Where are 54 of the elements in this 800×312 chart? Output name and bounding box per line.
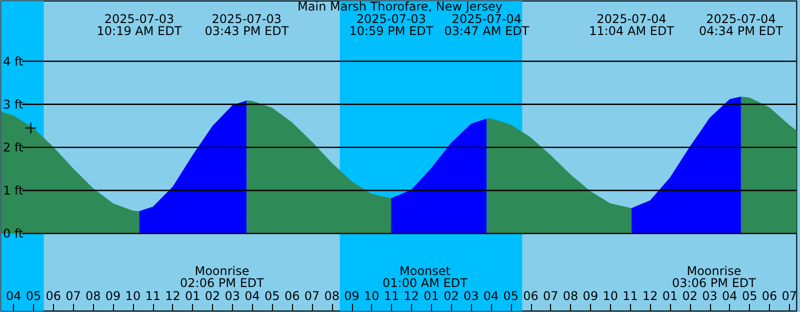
- x-tick-label: 07: [66, 289, 81, 303]
- x-tick-label: 08: [562, 289, 578, 303]
- x-tick-label: 08: [324, 289, 340, 303]
- x-tick-label: 06: [762, 289, 778, 303]
- x-tick-label: 03: [463, 289, 479, 303]
- annotation: 2025-07-04 03:47 AM EDT: [444, 12, 530, 38]
- x-tick-label: 12: [404, 289, 420, 303]
- x-tick-label: 01: [184, 289, 200, 303]
- x-tick-label: 11: [145, 289, 160, 303]
- x-tick-label: 10: [364, 289, 380, 303]
- annotation: Moonrise 03:06 PM EDT: [672, 264, 757, 290]
- annotation: 2025-07-03 10:19 AM EDT: [96, 12, 182, 38]
- x-tick-label: 07: [304, 289, 320, 303]
- annotation: 2025-07-04 04:34 PM EDT: [698, 12, 784, 38]
- x-tick-label: 09: [344, 289, 360, 303]
- x-tick-label: 05: [26, 289, 42, 303]
- x-tick-label: 03: [702, 289, 718, 303]
- x-tick-label: 04: [244, 289, 260, 303]
- x-tick-label: 04: [483, 289, 499, 303]
- x-tick-label: 09: [105, 289, 121, 303]
- y-tick-label: 3 ft: [3, 97, 24, 112]
- x-tick-label: 07: [543, 289, 558, 303]
- x-tick-label: 04: [722, 289, 738, 303]
- x-tick-label: 06: [523, 289, 538, 303]
- y-tick-label: 4 ft: [3, 54, 24, 68]
- x-tick-label: 01: [662, 289, 678, 303]
- y-tick-label: 2 ft: [3, 140, 24, 154]
- x-tick-label: 10: [125, 289, 141, 303]
- x-tick-label: 03: [224, 289, 240, 303]
- x-tick-label: 05: [503, 289, 519, 303]
- x-tick-label: 02: [682, 289, 698, 303]
- x-tick-label: 06: [284, 289, 300, 303]
- x-tick-label: 11: [622, 289, 638, 303]
- x-tick-label: 09: [582, 289, 598, 303]
- x-tick-label: 07: [782, 289, 798, 303]
- x-tick-label: 08: [86, 289, 101, 303]
- x-tick-label: 11: [384, 289, 400, 303]
- annotation: Moonrise 02:06 PM EDT: [180, 264, 265, 290]
- x-tick-label: 05: [742, 289, 758, 303]
- x-tick-label: 01: [424, 289, 439, 303]
- x-tick-label: 05: [264, 289, 280, 303]
- annotation: 2025-07-03 03:43 PM EDT: [204, 12, 290, 38]
- annotation: 2025-07-03 10:59 PM EDT: [349, 12, 434, 38]
- x-tick-label: 10: [602, 289, 618, 303]
- x-tick-label: 04: [6, 289, 22, 303]
- x-tick-label: 02: [204, 289, 220, 303]
- x-tick-label: 12: [165, 289, 180, 303]
- y-tick-label: 1 ft: [3, 183, 24, 198]
- x-tick-label: 12: [642, 289, 658, 303]
- x-tick-label: 06: [46, 289, 62, 303]
- annotation: 2025-07-04 11:04 AM EDT: [589, 12, 675, 38]
- chart-title: Main Marsh Thorofare, New Jersey: [298, 0, 502, 14]
- annotation: Moonset 01:00 AM EDT: [382, 264, 468, 290]
- x-tick-label: 02: [444, 289, 459, 303]
